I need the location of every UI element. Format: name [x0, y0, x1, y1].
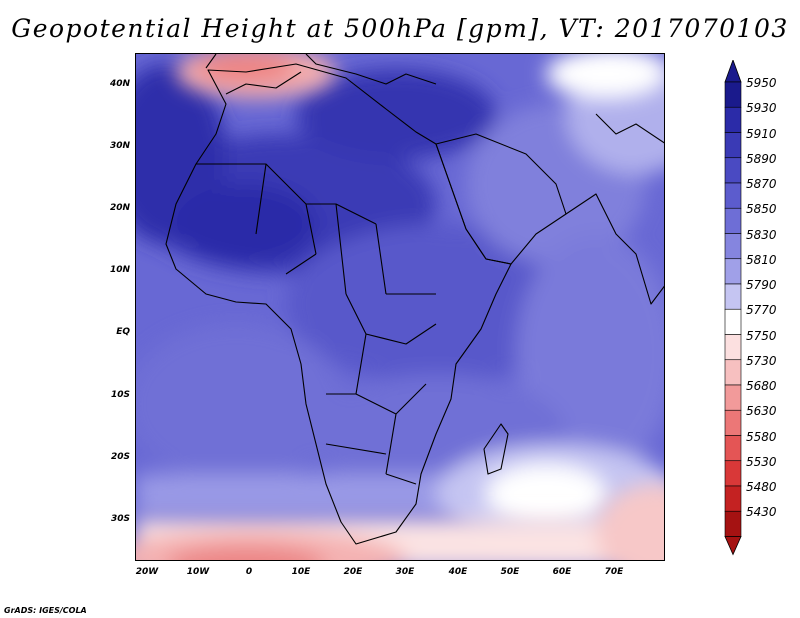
- colorbar-level-label: 5630: [746, 404, 777, 419]
- lon-label-0: 0: [245, 567, 253, 577]
- lon-label-70e: 70E: [604, 567, 624, 577]
- height-field: [136, 54, 664, 560]
- colorbar-swatch: [724, 460, 742, 487]
- colorbar-swatch: [724, 106, 742, 133]
- lon-label-40e: 40E: [448, 567, 468, 577]
- colorbar-swatch: [724, 157, 742, 184]
- lat-label-20s: 20S: [110, 452, 130, 462]
- map-area: [135, 53, 665, 561]
- colorbar-top-arrow: [724, 58, 742, 83]
- colorbar-swatch: [724, 359, 742, 386]
- lat-label-40n: 40N: [109, 79, 130, 89]
- colorbar-level-label: 5430: [746, 505, 777, 520]
- colorbar-level-label: 5950: [746, 76, 777, 90]
- colorbar-swatch: [724, 409, 742, 436]
- colorbar-bottom-arrow: [724, 536, 742, 556]
- lon-label-20e: 20E: [343, 567, 363, 577]
- colorbar-swatch: [724, 384, 742, 411]
- colorbar-level-label: 5810: [746, 252, 777, 267]
- colorbar-level-label: 5930: [746, 101, 777, 116]
- colorbar-level-label: 5910: [746, 126, 777, 141]
- colorbar-swatch: [724, 132, 742, 159]
- credit-text: GrADS: IGES/COLA: [4, 606, 87, 615]
- colorbar-swatch: [724, 334, 742, 361]
- lon-label-10e: 10E: [291, 567, 311, 577]
- colorbar-swatch: [724, 182, 742, 209]
- colorbar-level-label: 5890: [746, 151, 777, 166]
- colorbar: [724, 58, 742, 562]
- colorbar-swatches: [724, 58, 742, 556]
- map-title: Geopotential Height at 500hPa [gpm], VT:…: [11, 14, 789, 43]
- lat-label-30n: 30N: [109, 141, 130, 151]
- colorbar-level-label: 5770: [746, 303, 777, 318]
- lon-label-60e: 60E: [552, 567, 572, 577]
- colorbar-swatch: [724, 233, 742, 260]
- lon-label-30e: 30E: [395, 567, 415, 577]
- colorbar-swatch: [724, 485, 742, 512]
- colorbar-swatch: [724, 308, 742, 335]
- lon-label-20w: 20W: [135, 567, 159, 577]
- lat-label-10n: 10N: [109, 265, 130, 275]
- lat-label-20n: 20N: [109, 203, 130, 213]
- colorbar-level-label: 5530: [746, 454, 777, 469]
- colorbar-level-label: 5730: [746, 353, 777, 368]
- colorbar-level-label: 5830: [746, 227, 777, 242]
- colorbar-swatch: [724, 510, 742, 537]
- colorbar-level-label: 5580: [746, 429, 777, 444]
- colorbar-level-label: 5480: [746, 480, 777, 494]
- colorbar-level-label: 5870: [746, 177, 777, 191]
- colorbar-swatch: [724, 283, 742, 310]
- colorbar-swatch: [724, 81, 742, 108]
- lat-label-eq: EQ: [116, 327, 130, 337]
- lat-label-10s: 10S: [110, 390, 130, 400]
- colorbar-level-label: 5750: [746, 328, 777, 343]
- colorbar-swatch: [724, 207, 742, 234]
- lon-label-50e: 50E: [500, 567, 520, 577]
- lon-label-10w: 10W: [186, 567, 210, 577]
- colorbar-level-label: 5680: [746, 379, 777, 393]
- coastlines: [165, 54, 664, 545]
- colorbar-swatch: [724, 258, 742, 285]
- colorbar-swatch: [724, 435, 742, 462]
- colorbar-level-label: 5790: [746, 278, 777, 292]
- lat-label-30s: 30S: [110, 514, 130, 524]
- colorbar-level-label: 5850: [746, 202, 777, 217]
